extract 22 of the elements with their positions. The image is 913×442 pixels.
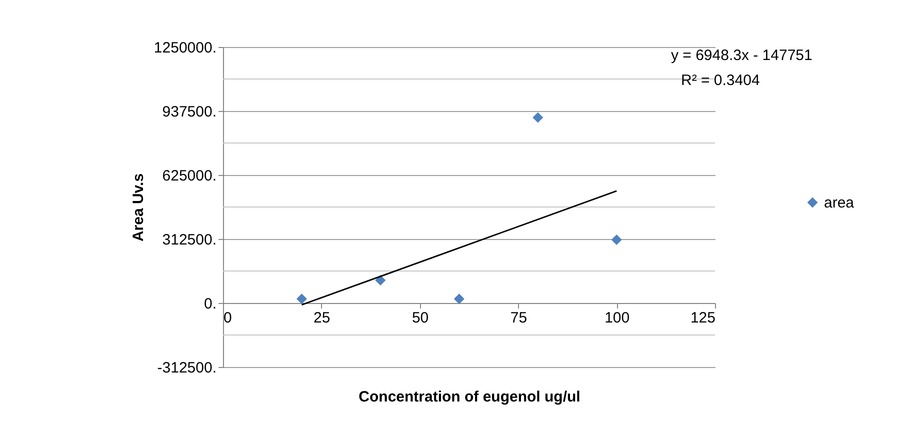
point [532, 112, 544, 123]
point [454, 294, 464, 304]
x-tick-label: 100 [604, 310, 630, 326]
x-tick-label: 125 [690, 310, 716, 326]
point [375, 275, 386, 286]
y-tick-label: 937500. [162, 104, 216, 120]
x-tick-label: 75 [510, 310, 528, 326]
y-tick-label: 625000. [162, 168, 216, 184]
y-tick-label: 0. [204, 296, 216, 312]
x-tick-label: 0 [224, 310, 232, 326]
point [296, 294, 307, 304]
point [611, 234, 622, 245]
annotation: y = 6948.3x - 147751 [671, 47, 812, 64]
legend-label: area [824, 194, 855, 212]
y-tick-label: 1250000. [154, 40, 216, 56]
x-tick-label: 50 [412, 310, 429, 326]
x-axis-title: Concentration of eugenol ug/ul [358, 388, 580, 406]
annotation: R² = 0.3404 [681, 72, 760, 89]
y-axis-title: Area Uv.s [130, 173, 147, 242]
y-tick-label: 312500. [162, 232, 216, 248]
y-tick-label: -312500. [157, 360, 216, 376]
x-tick-label: 25 [314, 310, 330, 326]
